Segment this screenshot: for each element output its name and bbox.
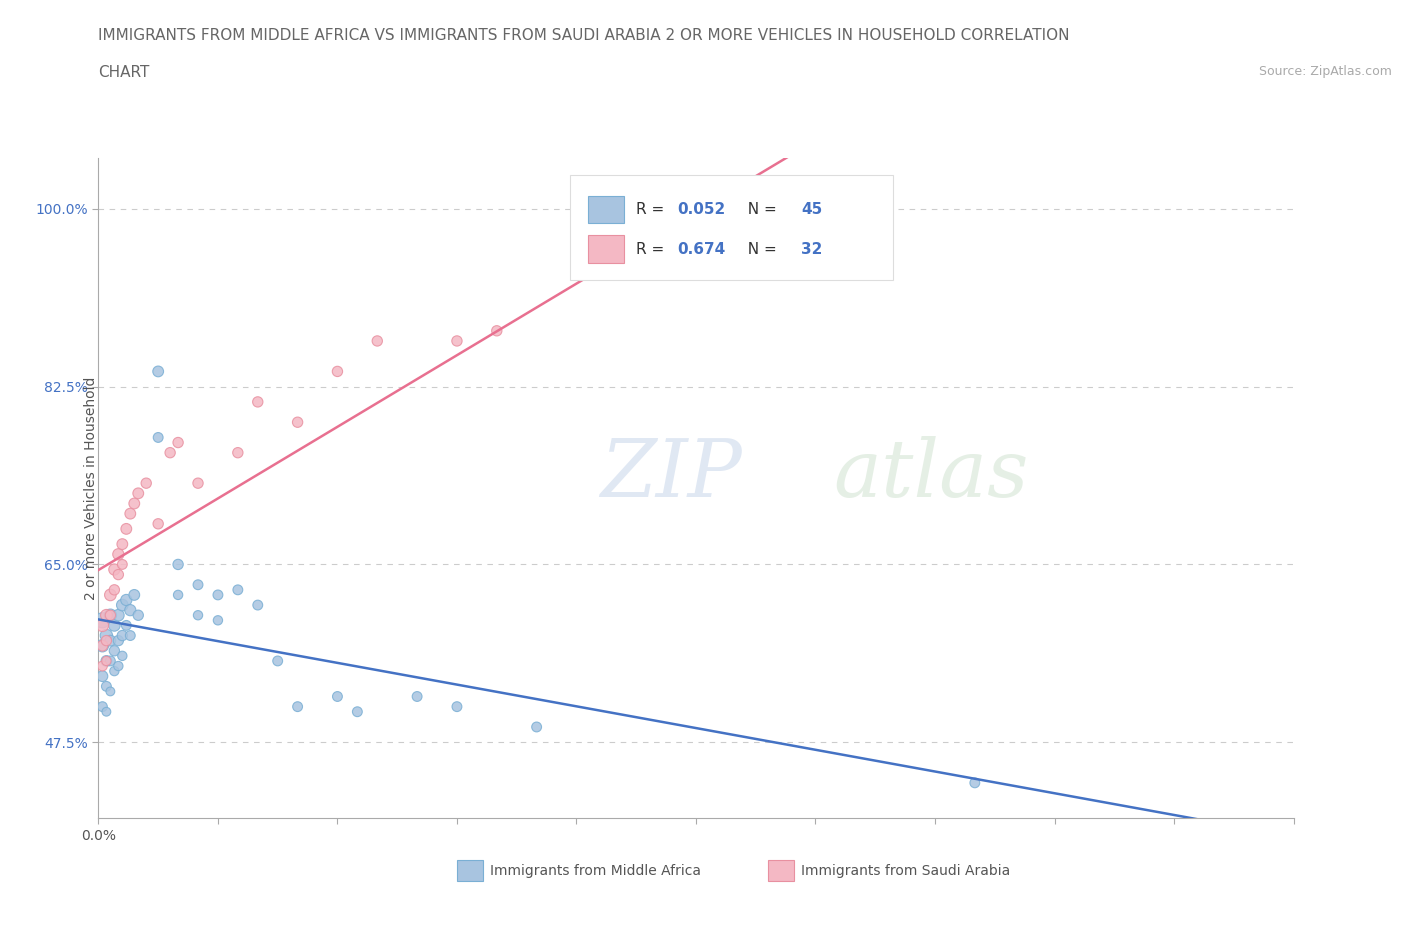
Text: 32: 32: [801, 242, 823, 257]
Point: [120, 506, 142, 521]
Point: [124, 588, 146, 603]
Point: [167, 557, 190, 572]
Point: [366, 334, 388, 349]
Point: [148, 516, 170, 531]
Text: ZIP: ZIP: [600, 436, 742, 513]
Point: [207, 613, 229, 628]
Point: [148, 430, 170, 445]
Text: R =: R =: [637, 202, 669, 217]
Point: [187, 608, 209, 623]
Point: [103, 582, 125, 597]
Text: Immigrants from Saudi Arabia: Immigrants from Saudi Arabia: [801, 864, 1011, 878]
Point: [103, 562, 125, 577]
Point: [135, 476, 157, 491]
Point: [111, 628, 134, 643]
FancyBboxPatch shape: [457, 860, 484, 881]
FancyBboxPatch shape: [589, 195, 624, 223]
Point: [120, 628, 142, 643]
Point: [96, 704, 118, 719]
Point: [963, 776, 986, 790]
Point: [103, 618, 125, 632]
Point: [96, 654, 118, 669]
Point: [187, 476, 209, 491]
Point: [107, 547, 129, 562]
Y-axis label: 2 or more Vehicles in Household: 2 or more Vehicles in Household: [84, 377, 98, 600]
Point: [96, 654, 118, 669]
Point: [226, 582, 249, 597]
Point: [115, 522, 138, 537]
Point: [446, 699, 468, 714]
Point: [187, 578, 209, 592]
Point: [91, 638, 114, 653]
Point: [107, 567, 129, 582]
Point: [124, 496, 146, 511]
Point: [226, 445, 249, 460]
Point: [111, 557, 134, 572]
Point: [96, 608, 118, 623]
Point: [246, 394, 269, 409]
Text: 0.052: 0.052: [676, 202, 725, 217]
Point: [91, 613, 114, 628]
Point: [844, 232, 866, 246]
Point: [98, 608, 122, 623]
Point: [91, 669, 114, 684]
Point: [159, 445, 181, 460]
Point: [91, 699, 114, 714]
Point: [111, 537, 134, 551]
Text: IMMIGRANTS FROM MIDDLE AFRICA VS IMMIGRANTS FROM SAUDI ARABIA 2 OR MORE VEHICLES: IMMIGRANTS FROM MIDDLE AFRICA VS IMMIGRA…: [98, 28, 1070, 43]
Point: [526, 720, 548, 735]
Point: [98, 633, 122, 648]
Point: [326, 364, 349, 379]
Point: [98, 588, 122, 603]
Point: [485, 324, 508, 339]
Point: [91, 638, 114, 653]
Point: [267, 654, 290, 669]
Point: [111, 648, 134, 663]
Point: [346, 704, 368, 719]
Point: [111, 598, 134, 613]
Text: N =: N =: [738, 202, 782, 217]
Text: Immigrants from Middle Africa: Immigrants from Middle Africa: [491, 864, 702, 878]
Point: [115, 592, 138, 607]
Text: atlas: atlas: [834, 436, 1029, 513]
Point: [107, 608, 129, 623]
Text: 45: 45: [801, 202, 823, 217]
Point: [127, 485, 149, 500]
Point: [103, 664, 125, 679]
Point: [98, 654, 122, 669]
FancyBboxPatch shape: [589, 235, 624, 263]
Point: [207, 588, 229, 603]
Point: [98, 684, 122, 698]
Point: [565, 242, 588, 257]
Point: [246, 598, 269, 613]
Point: [91, 618, 114, 632]
Point: [120, 603, 142, 618]
Point: [115, 618, 138, 632]
Point: [107, 633, 129, 648]
FancyBboxPatch shape: [571, 175, 893, 280]
Point: [103, 644, 125, 658]
Point: [107, 658, 129, 673]
Point: [96, 633, 118, 648]
Point: [127, 608, 149, 623]
Text: CHART: CHART: [98, 65, 150, 80]
Point: [91, 658, 114, 673]
Point: [148, 364, 170, 379]
Text: 0.674: 0.674: [676, 242, 725, 257]
Point: [406, 689, 429, 704]
Text: N =: N =: [738, 242, 782, 257]
Point: [167, 588, 190, 603]
Point: [98, 608, 122, 623]
Point: [167, 435, 190, 450]
Point: [287, 699, 309, 714]
Point: [326, 689, 349, 704]
Text: Source: ZipAtlas.com: Source: ZipAtlas.com: [1258, 65, 1392, 78]
Point: [287, 415, 309, 430]
FancyBboxPatch shape: [768, 860, 794, 881]
Point: [446, 334, 468, 349]
Text: R =: R =: [637, 242, 669, 257]
Point: [96, 628, 118, 643]
Point: [96, 679, 118, 694]
